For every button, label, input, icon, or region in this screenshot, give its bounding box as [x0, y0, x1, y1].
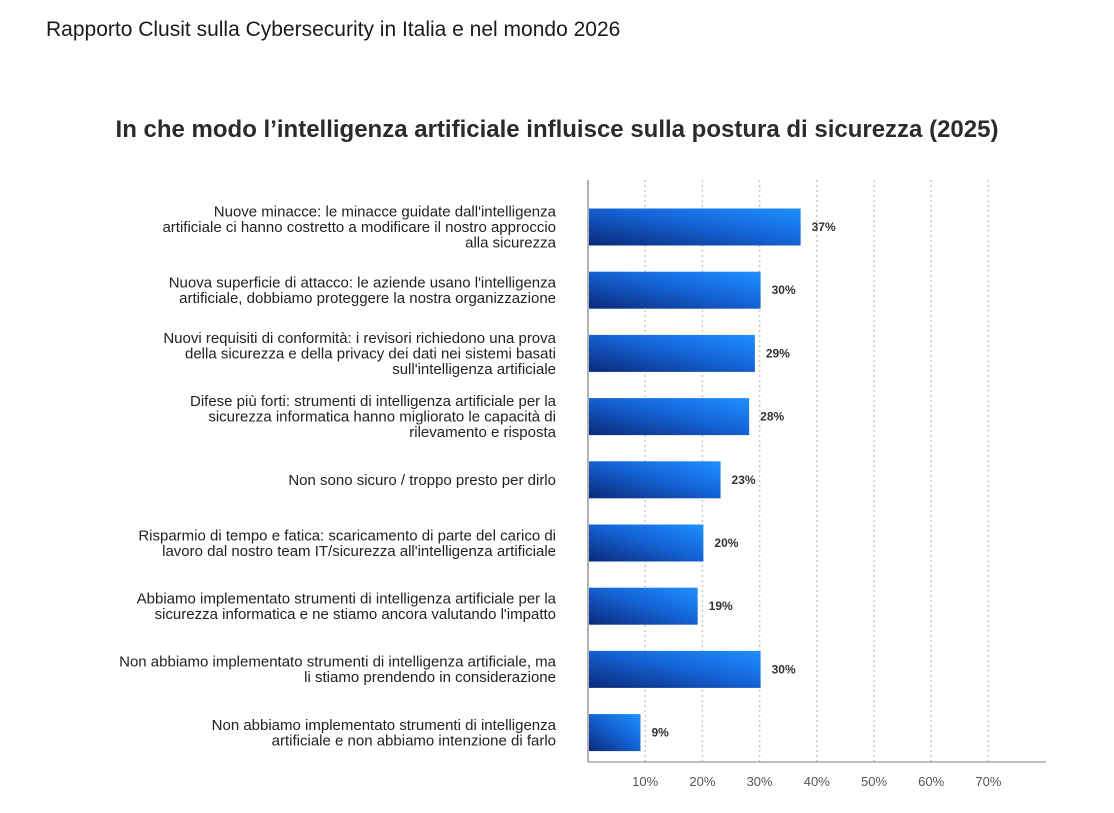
category-label: Nuova superficie di attacco: le aziende …: [169, 274, 557, 307]
bar: [589, 461, 721, 499]
category-label: Non sono sicuro / troppo presto per dirl…: [288, 472, 556, 489]
category-label: Abbiamo implementato strumenti di intell…: [137, 590, 557, 623]
category-label: Difese più forti: strumenti di intellige…: [190, 393, 557, 441]
x-tick-label: 30%: [747, 774, 773, 789]
x-tick-label: 20%: [689, 774, 715, 789]
data-label: 19%: [709, 599, 733, 613]
report-header: Rapporto Clusit sulla Cybersecurity in I…: [46, 18, 621, 41]
bar: [589, 208, 801, 246]
x-tick-label: 40%: [804, 774, 830, 789]
x-tick-labels: 10% 20% 30% 40% 50% 60% 70%: [632, 774, 1002, 789]
category-label: Nuovi requisiti di conformità: i revisor…: [163, 330, 556, 378]
x-tick-label: 70%: [975, 774, 1001, 789]
data-label: 30%: [772, 283, 796, 297]
x-tick-label: 10%: [632, 774, 658, 789]
category-labels: Nuove minacce: le minacce guidate dall'i…: [119, 204, 557, 750]
category-label: Non abbiamo implementato strumenti di in…: [119, 654, 557, 687]
data-label: 29%: [766, 346, 790, 360]
bars: 37% 30% 29% 28% 23% 20% 19% 30% 9%: [589, 208, 836, 752]
category-label: Nuove minacce: le minacce guidate dall'i…: [162, 204, 556, 252]
category-label: Non abbiamo implementato strumenti di in…: [212, 717, 557, 750]
bar: [589, 524, 704, 562]
bar: [589, 271, 761, 309]
bar: [589, 650, 761, 688]
data-label: 20%: [714, 536, 738, 550]
data-label: 9%: [651, 726, 669, 740]
data-label: 30%: [772, 662, 796, 676]
x-tick-label: 50%: [861, 774, 887, 789]
data-label: 23%: [732, 473, 756, 487]
data-label: 28%: [760, 410, 784, 424]
chart-title: In che modo l’intelligenza artificiale i…: [115, 116, 999, 143]
x-tick-label: 60%: [918, 774, 944, 789]
bar: [589, 587, 698, 625]
bar: [589, 714, 641, 752]
bar: [589, 334, 755, 372]
axes: [587, 180, 1046, 763]
bar: [589, 398, 750, 436]
data-label: 37%: [812, 220, 836, 234]
category-label: Risparmio di tempo e fatica: scaricament…: [138, 527, 556, 560]
